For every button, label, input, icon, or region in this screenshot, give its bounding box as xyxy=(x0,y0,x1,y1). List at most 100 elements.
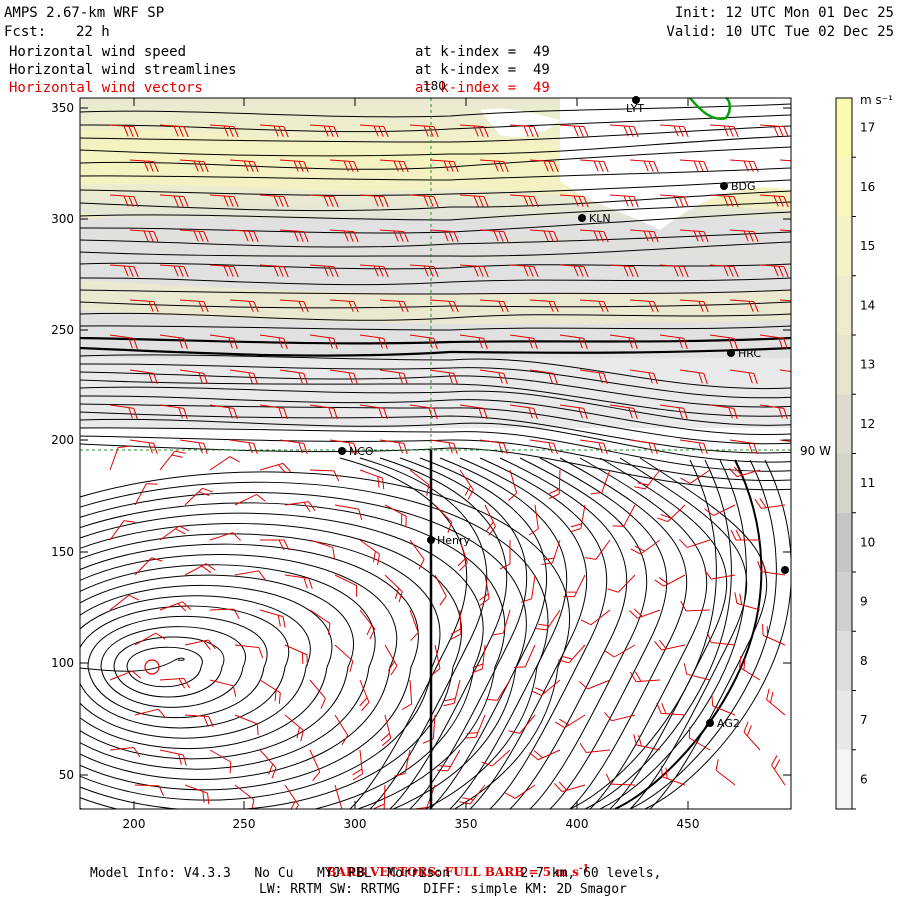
svg-text:AG2: AG2 xyxy=(717,717,740,730)
streamline xyxy=(599,459,747,809)
wind-barb xyxy=(609,334,638,350)
wind-barb xyxy=(499,540,511,570)
wind-barb xyxy=(729,439,758,455)
wind-barb xyxy=(129,299,159,313)
wind-barb xyxy=(559,124,589,138)
wind-barb xyxy=(509,264,539,278)
wind-barb xyxy=(209,124,239,138)
wind-barb xyxy=(379,159,409,173)
wind-barb xyxy=(612,504,636,527)
wind-barb xyxy=(134,784,165,797)
wind-barb xyxy=(729,369,758,385)
streamline xyxy=(379,457,508,809)
wind-barb xyxy=(229,229,259,243)
wind-barb xyxy=(459,334,488,350)
streamline xyxy=(80,564,376,770)
streamline xyxy=(359,457,488,809)
streamline xyxy=(80,386,791,426)
wind-barb xyxy=(457,539,468,572)
wind-barb xyxy=(359,264,389,278)
streamline xyxy=(80,125,791,143)
wind-barb xyxy=(334,504,363,521)
wind-barb xyxy=(508,714,536,734)
wind-barb xyxy=(359,609,376,640)
streamline xyxy=(80,523,462,809)
station-bdg: BDG xyxy=(720,180,756,193)
colorbar-segment xyxy=(836,749,852,809)
colorbar-label: 11 xyxy=(860,476,875,490)
streamlines xyxy=(80,103,791,809)
wind-barb xyxy=(429,439,458,455)
svg-text:KLN: KLN xyxy=(589,212,611,225)
circulation-center xyxy=(144,659,160,675)
wind-barb xyxy=(679,159,709,173)
wind-barb xyxy=(464,714,486,739)
wind-barb xyxy=(734,592,761,611)
streamline xyxy=(584,459,732,809)
wind-barb xyxy=(309,749,321,781)
wind-barb xyxy=(609,264,639,278)
wind-barb xyxy=(759,124,789,138)
wind-barb xyxy=(508,469,518,502)
wind-barb xyxy=(229,439,258,455)
wind-barb xyxy=(471,644,486,674)
wind-barb xyxy=(384,574,403,603)
x-tick-label: 350 xyxy=(455,817,478,831)
streamline xyxy=(80,289,791,295)
wind-barb xyxy=(159,601,192,612)
field-wind-speed-name: Horizontal wind speed xyxy=(9,44,187,60)
x-tick-label: 300 xyxy=(344,817,367,831)
wind-barb xyxy=(704,504,736,516)
wind-barb xyxy=(234,494,266,506)
wind-barb xyxy=(209,608,240,620)
x-tick-label: 250 xyxy=(233,817,256,831)
wind-barb xyxy=(654,574,686,587)
colorbar-label: 9 xyxy=(860,595,868,609)
wind-barb xyxy=(706,631,736,646)
wind-barb xyxy=(179,229,209,243)
y-axis: 50 100 150 200 250 300 350 xyxy=(51,101,791,782)
streamline xyxy=(80,418,791,463)
wind-barb xyxy=(309,264,339,278)
streamline xyxy=(80,114,791,133)
wind-barb xyxy=(334,714,349,746)
wind-barb xyxy=(259,609,286,628)
wind-barb xyxy=(209,264,239,278)
colorbar-label: 7 xyxy=(860,713,868,727)
x-tick-label: 450 xyxy=(677,817,700,831)
wind-barb xyxy=(184,639,216,651)
shade-band-light xyxy=(80,280,791,325)
wind-barb xyxy=(584,539,611,560)
wind-barb xyxy=(159,677,191,689)
wind-barb xyxy=(629,229,659,243)
physics-info: LW: RRTM SW: RRTMG DIFF: simple KM: 2D S… xyxy=(259,882,627,897)
wind-barb xyxy=(481,749,511,767)
wind-barb xyxy=(459,194,489,208)
wind-barb xyxy=(579,742,611,754)
streamline xyxy=(80,502,506,809)
wind-barb xyxy=(284,644,308,666)
svg-text:BDG: BDG xyxy=(731,180,756,193)
field-streamlines-name: Horizontal wind streamlines xyxy=(9,62,237,78)
station-ag2: AG2 xyxy=(706,717,740,730)
wind-barb xyxy=(688,726,711,751)
wind-barb xyxy=(459,784,486,805)
wind-barb xyxy=(628,608,661,619)
wind-barb xyxy=(709,124,739,138)
wind-barb xyxy=(579,159,609,173)
wind-barb xyxy=(401,679,413,711)
wind-barb xyxy=(579,229,609,243)
y-tick-label: 50 xyxy=(59,768,74,782)
wind-barb xyxy=(479,439,508,455)
wind-barb xyxy=(309,194,339,208)
wind-barb xyxy=(179,299,209,313)
terrain-white-region xyxy=(560,98,791,230)
x-tick-label: 400 xyxy=(566,817,589,831)
wind-barb xyxy=(479,229,509,243)
wind-barb xyxy=(109,746,141,758)
svg-text:LYT: LYT xyxy=(626,102,644,115)
wind-barb xyxy=(757,560,786,576)
wind-barb xyxy=(234,570,266,581)
wind-barb xyxy=(729,229,759,243)
streamline xyxy=(80,427,791,472)
